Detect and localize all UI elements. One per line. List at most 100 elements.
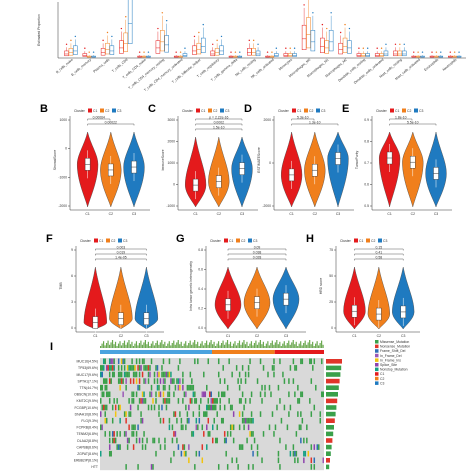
legend-title: Cluster <box>376 109 388 113</box>
mutation-cell <box>155 365 157 371</box>
mutation-cell <box>213 404 215 411</box>
mutation-cell <box>167 371 169 378</box>
mutation-cell <box>201 444 204 450</box>
legend-swatch <box>88 108 92 113</box>
tmb-bar <box>241 342 244 348</box>
legend-label: C1 <box>395 109 399 113</box>
mutation-cell <box>277 450 280 457</box>
tmb-bar <box>313 346 315 348</box>
mutation-cell <box>297 457 299 464</box>
outlier-point <box>239 51 241 53</box>
mutation-cell <box>256 444 259 450</box>
x-tick-label: C2 <box>255 334 259 338</box>
mutation-cell <box>100 424 102 431</box>
tmb-bar <box>191 344 193 348</box>
mutation-cell <box>102 404 105 411</box>
mutation-cell <box>210 404 212 411</box>
mutation-cell <box>207 404 210 411</box>
mutation-cell <box>198 411 201 417</box>
mutation-cell <box>138 378 141 384</box>
outlier-point <box>344 23 346 26</box>
mutation-cell <box>243 424 245 431</box>
mutation-cell <box>170 371 172 378</box>
mutation-cell <box>129 378 132 384</box>
tmb-bar <box>182 346 184 348</box>
mutation-cell <box>152 464 154 470</box>
panel-letter-h: H <box>306 233 314 245</box>
tmb-bar <box>300 341 302 348</box>
box-C1 <box>374 53 380 57</box>
mutation-cell <box>288 378 290 384</box>
mutation-cell <box>137 424 139 431</box>
y-axis-label: StromalScore <box>53 150 57 171</box>
mutation-cell <box>232 437 235 444</box>
tmb-bar <box>173 340 175 348</box>
tmb-bar <box>156 340 158 348</box>
mutation-cell <box>123 371 126 378</box>
tmb-bar <box>283 341 285 348</box>
y-tick-label: 0 <box>269 161 271 165</box>
box-C3 <box>219 45 224 55</box>
tmb-bar <box>113 344 115 348</box>
gene-frequency-bar <box>326 378 340 384</box>
mutation-cell <box>223 378 226 384</box>
mutation-cell <box>126 444 129 450</box>
mutation-cell <box>161 365 163 371</box>
mutation-cell <box>238 411 241 417</box>
tmb-bar <box>292 340 294 348</box>
mutation-cell <box>249 417 251 424</box>
box-C1 <box>119 40 124 54</box>
mutation-cell <box>247 464 250 470</box>
mutation-cell <box>180 424 183 431</box>
mutation-cell <box>111 431 114 437</box>
box-C2 <box>68 48 74 56</box>
mutation-cell <box>159 378 162 384</box>
tmb-bar <box>131 341 133 348</box>
mutation-cell <box>165 371 168 378</box>
x-tick-label: C1 <box>226 334 230 338</box>
mutation-cell <box>177 378 180 384</box>
mutation-cell <box>249 358 251 365</box>
mutation-cell <box>176 437 178 444</box>
mutation-cell <box>156 371 159 378</box>
mutation-cell <box>100 365 102 371</box>
y-tick-label: 2000 <box>167 140 175 144</box>
mutation-cell <box>104 384 106 391</box>
x-tick-label: C2 <box>109 212 113 216</box>
mutation-cell <box>300 424 302 431</box>
tmb-bar <box>268 345 270 348</box>
mutation-cell <box>120 365 123 371</box>
mutation-cell <box>186 411 189 417</box>
tmb-bar <box>159 342 161 348</box>
tmb-bar <box>289 344 291 348</box>
outlier-point <box>321 23 324 26</box>
mutation-cell <box>125 378 127 384</box>
mutation-cell <box>159 444 162 450</box>
mutation-cell <box>104 417 106 424</box>
legend-swatch <box>100 108 104 113</box>
mutation-cell <box>104 431 106 437</box>
mutation-cell <box>247 417 250 424</box>
x-tick-label: C3 <box>284 334 288 338</box>
mutation-cell <box>162 378 165 384</box>
mutation-cell <box>153 378 156 384</box>
tmb-bar <box>200 343 202 348</box>
y-tick-label: -2000 <box>58 204 67 208</box>
mutation-cell <box>250 417 253 424</box>
mutation-cell <box>143 431 145 437</box>
gene-label: FCPRB(8.4%) <box>77 426 98 430</box>
tmb-bar <box>220 343 223 348</box>
mutation-cell <box>182 378 184 384</box>
legend-label: C2 <box>380 377 384 381</box>
mutation-cell <box>295 450 298 457</box>
legend-swatch <box>375 381 379 385</box>
tmb-bar <box>179 344 181 348</box>
box-C2 <box>123 32 129 52</box>
mutation-cell <box>100 398 102 404</box>
panel-letter-b: B <box>40 103 48 115</box>
tmb-bar <box>280 346 282 348</box>
gene-label: DNAH10(8.9%) <box>75 412 98 416</box>
mutation-cell <box>116 398 118 404</box>
mutation-cell <box>125 411 127 417</box>
mutation-cell <box>123 358 126 365</box>
